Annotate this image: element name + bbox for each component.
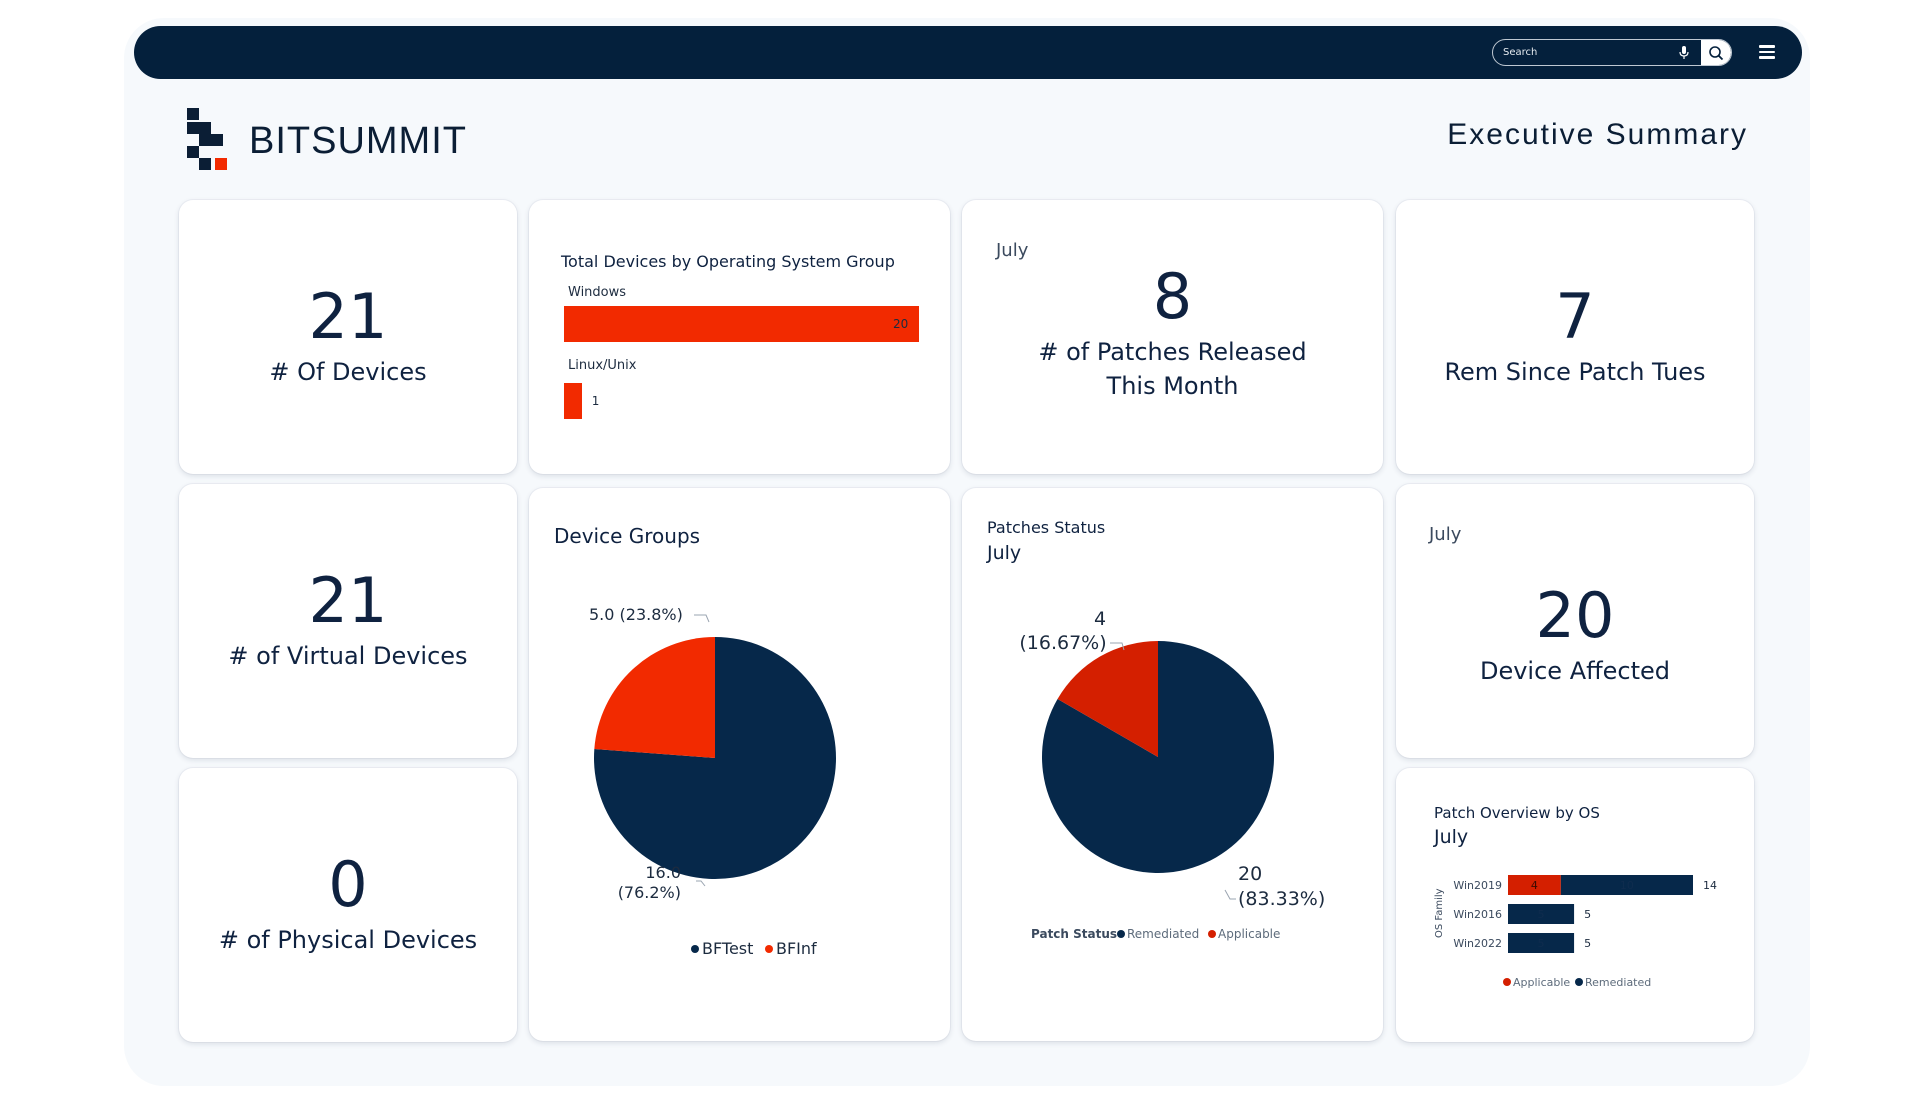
bar-total-label: 5 — [1584, 937, 1591, 950]
pie-data-label: 5.0 (23.8%) — [589, 605, 683, 624]
device-affected-card: July 20 Device Affected — [1396, 484, 1754, 758]
os-bar-value: 1 — [591, 394, 600, 408]
category-label: Win2016 — [1453, 908, 1502, 921]
os-group-chart-title: Total Devices by Operating System Group — [561, 252, 895, 271]
devices-label: # Of Devices — [269, 357, 427, 386]
bar-segment-remediated[interactable] — [1508, 904, 1575, 924]
legend-marker — [1575, 978, 1583, 986]
legend-title: Patch Status — [1031, 927, 1117, 941]
search-icon — [1709, 45, 1724, 60]
bar-segment-remediated[interactable] — [1560, 875, 1693, 895]
virtual-count: 21 — [308, 563, 388, 637]
microphone-icon[interactable] — [1675, 44, 1693, 62]
patches-status-card: Patches Status July 4 (16.67%) 20 (83.33… — [962, 488, 1383, 1041]
pie-data-label: 4 — [1094, 608, 1106, 630]
search-input[interactable] — [1493, 40, 1675, 65]
rem-count: 7 — [1555, 279, 1595, 353]
pie-data-label: (76.2%) — [618, 883, 681, 902]
pie-data-label: (83.33%) — [1238, 888, 1325, 910]
os-bar-value: 20 — [893, 317, 909, 331]
virtual-devices-card: 21 # of Virtual Devices — [179, 484, 517, 758]
patches-count: 8 — [1152, 259, 1193, 333]
pie-slice-bfinf[interactable] — [594, 637, 715, 758]
pie-slice-applicable[interactable] — [1057, 641, 1158, 757]
legend-label: Remediated — [1585, 976, 1651, 989]
y-axis-label: OS Family — [1434, 888, 1445, 938]
affected-label: Device Affected — [1479, 656, 1671, 685]
patches-label-line1: # of Patches Released — [1038, 337, 1307, 366]
category-label: Win2019 — [1453, 879, 1502, 892]
rem-since-card: 7 Rem Since Patch Tues — [1396, 200, 1754, 474]
physical-devices-card: 0 # of Physical Devices — [179, 768, 517, 1042]
search-button[interactable] — [1701, 40, 1731, 65]
patches-status-chart: 4 (16.67%) 20 (83.33%) Patch Status Reme… — [1019, 608, 1325, 941]
os-category-label: Linux/Unix — [568, 358, 637, 373]
leader-line — [694, 614, 710, 623]
patch-overview-month: July — [1434, 826, 1469, 848]
affected-count: 20 — [1535, 578, 1615, 652]
legend-label: Applicable — [1513, 976, 1570, 989]
patches-status-month: July — [987, 542, 1022, 564]
brand-logo: BITSUMMIT — [185, 106, 467, 170]
physical-count: 0 — [328, 847, 368, 921]
device-groups-chart: 5.0 (23.8%) 16.0 (76.2%) BFTest BFInf — [589, 605, 836, 958]
affected-month: July — [1429, 524, 1462, 545]
physical-label: # of Physical Devices — [218, 925, 478, 954]
os-category-label: Windows — [568, 285, 627, 300]
patches-label-line2: This Month — [1106, 372, 1239, 400]
os-bar-linux — [564, 383, 582, 419]
legend-marker — [1503, 978, 1511, 986]
os-group-chart-card: Total Devices by Operating System Group … — [529, 200, 950, 474]
bar-segment-label: 10 — [1620, 879, 1634, 892]
leader-line — [1224, 889, 1236, 900]
patches-status-title: Patches Status — [987, 518, 1106, 537]
legend-marker — [691, 945, 699, 953]
bar-segment-label: 5 — [1538, 908, 1545, 921]
bitsummit-logo-icon — [185, 106, 233, 170]
device-groups-title: Device Groups — [554, 524, 701, 548]
search-box — [1492, 39, 1732, 66]
legend-label: BFInf — [776, 939, 817, 958]
legend-label: Applicable — [1218, 927, 1280, 941]
bar-segment-label: 5 — [1538, 937, 1545, 950]
patch-overview-card: Patch Overview by OS July OS Family Appl… — [1396, 768, 1754, 1042]
virtual-label: # of Virtual Devices — [228, 641, 468, 670]
leader-line — [696, 880, 706, 887]
legend-label: BFTest — [702, 939, 753, 958]
os-bar-windows — [564, 306, 919, 342]
legend-marker — [1117, 930, 1125, 938]
bar-total-label: 5 — [1584, 908, 1591, 921]
bar-total-label: 14 — [1703, 879, 1717, 892]
page-title: Executive Summary — [1447, 118, 1748, 151]
brand-name: BITSUMMIT — [249, 119, 467, 162]
patches-released-card: July 8 # of Patches Released This Month — [962, 200, 1383, 474]
patches-month: July — [996, 240, 1029, 261]
legend-marker — [1208, 930, 1216, 938]
leader-line — [1110, 642, 1125, 651]
pie-data-label: 16.0 — [645, 863, 681, 882]
bar-segment-label: 4 — [1531, 879, 1538, 892]
bar-segment-remediated[interactable] — [1508, 933, 1575, 953]
pie-data-label: 20 — [1238, 863, 1262, 885]
hamburger-menu-icon[interactable] — [1756, 42, 1778, 62]
legend-marker — [765, 945, 773, 953]
pie-data-label: (16.67%) — [1019, 632, 1106, 654]
device-groups-card: Device Groups 5.0 (23.8%) 16.0 (76.2%) B… — [529, 488, 950, 1041]
rem-label: Rem Since Patch Tues — [1444, 357, 1706, 386]
devices-count: 21 — [308, 279, 388, 353]
bar-segment-applicable[interactable] — [1508, 875, 1561, 895]
category-label: Win2022 — [1453, 937, 1502, 950]
legend-label: Remediated — [1127, 927, 1199, 941]
patch-overview-title: Patch Overview by OS — [1434, 804, 1600, 822]
devices-kpi-card: 21 # Of Devices — [179, 200, 517, 474]
patch-overview-chart: OS Family Applicable Remediated Win2019 4… — [1434, 875, 1717, 989]
